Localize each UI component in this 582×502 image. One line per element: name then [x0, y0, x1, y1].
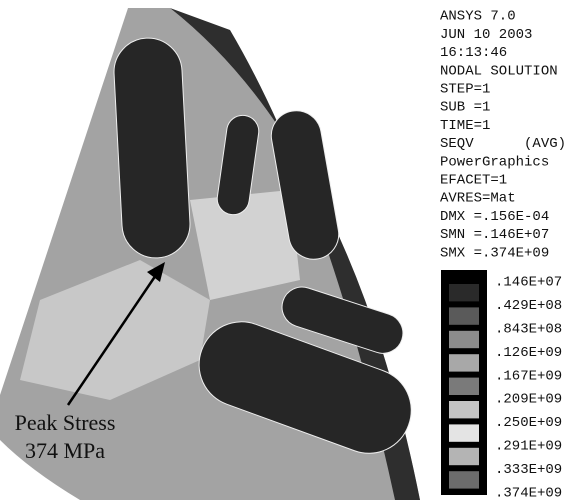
legend-label: .333E+09: [495, 462, 562, 478]
info-line: DMX =.156E-04: [440, 209, 549, 225]
annotation: 374 MPa: [25, 438, 105, 463]
info-line: 16:13:46: [440, 45, 507, 61]
legend-label: .126E+09: [495, 345, 562, 361]
legend-label: .429E+08: [495, 298, 562, 314]
legend-swatch: [449, 401, 479, 418]
legend-swatch: [449, 424, 479, 441]
legend-swatch: [449, 354, 479, 371]
info-panel: ANSYS 7.0 JUN 10 2003 16:13:46 NODAL SOLUTI…: [440, 9, 566, 262]
legend-label: .843E+08: [495, 322, 562, 338]
info-line: EFACET=1: [440, 173, 507, 189]
annotation: Peak Stress: [15, 410, 116, 435]
info-line: PowerGraphics: [440, 154, 549, 170]
slot: [112, 36, 191, 259]
info-line: SUB =1: [440, 100, 490, 116]
legend-label: .250E+09: [495, 415, 562, 431]
info-line: JUN 10 2003: [440, 27, 532, 43]
info-line: SEQV (AVG): [440, 136, 566, 152]
legend-label: .374E+09: [495, 485, 562, 501]
info-line: SMX =.374E+09: [440, 245, 549, 261]
info-line: TIME=1: [440, 118, 490, 134]
legend-label: .167E+09: [495, 368, 562, 384]
legend-swatch: [449, 331, 479, 348]
info-line: ANSYS 7.0: [440, 9, 516, 25]
legend-label: .146E+07: [495, 275, 562, 291]
legend-label: .291E+09: [495, 439, 562, 455]
info-line: NODAL SOLUTION: [440, 63, 558, 79]
legend-swatch: [449, 307, 479, 324]
legend-swatch: [449, 378, 479, 395]
legend-swatch: [449, 284, 479, 301]
legend-swatch: [449, 471, 479, 488]
legend-swatch: [449, 448, 479, 465]
info-line: STEP=1: [440, 82, 490, 98]
info-line: SMN =.146E+07: [440, 227, 549, 243]
legend-label: .209E+09: [495, 392, 562, 408]
info-line: AVRES=Mat: [440, 191, 516, 207]
screenshot: Peak Stress 374 MPa ANSYS 7.0 JUN 10 2003…: [0, 0, 582, 502]
